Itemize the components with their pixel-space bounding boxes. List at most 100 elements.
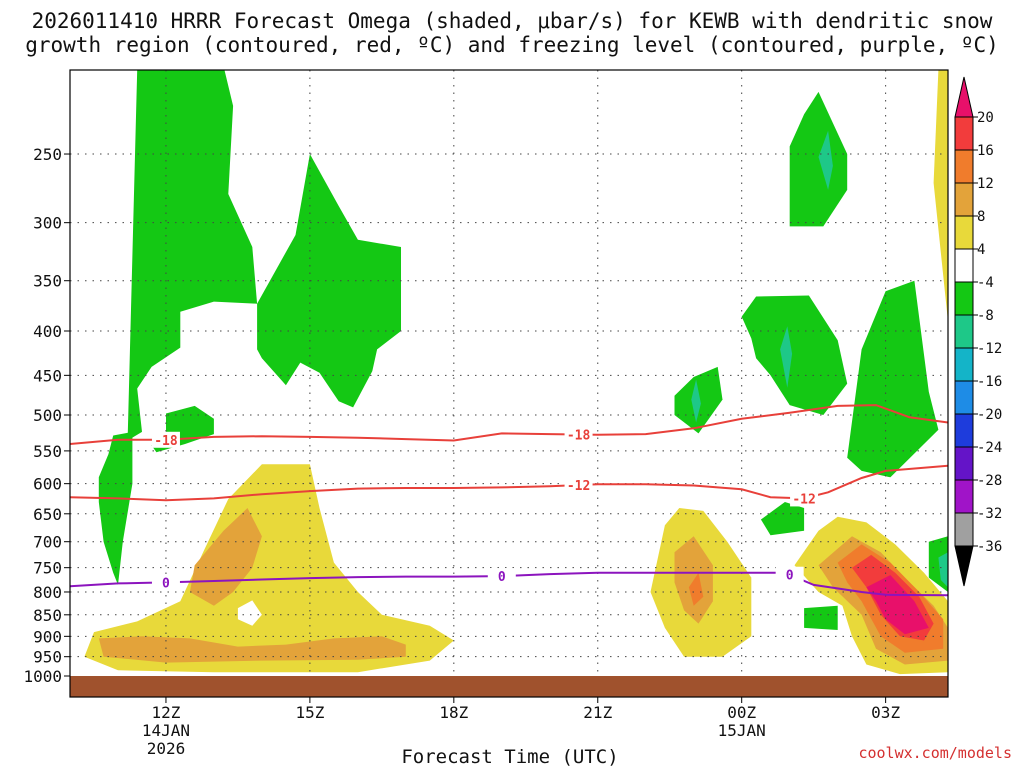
- contour-label--12: -12: [567, 479, 590, 494]
- plot-frame: [69, 69, 949, 698]
- colorbar-bin: [954, 149, 974, 184]
- contour-label-bg: [151, 431, 180, 448]
- colorbar-label: -4: [977, 275, 994, 291]
- colorbar-bin: [954, 380, 974, 415]
- contour-labels: -18 -18 -12 -12 0 0 0: [151, 426, 819, 591]
- colorbar-bin: [954, 413, 974, 448]
- x-tick-label: 12Z: [152, 703, 181, 722]
- y-tick-label: 350: [33, 272, 62, 291]
- colorbar-label: -32: [977, 506, 1002, 522]
- contour-label--12: -12: [792, 492, 815, 507]
- colorbar-label: -16: [977, 374, 1002, 390]
- y-tick-label: 950: [33, 648, 62, 667]
- omega-region-15: [98, 636, 406, 663]
- x-tick-label: 00Z: [727, 703, 756, 722]
- colorbar-bin: [954, 215, 974, 250]
- colorbar-label: -28: [977, 473, 1002, 489]
- omega-region-3: [98, 431, 133, 585]
- contour-label-bg: [775, 566, 804, 583]
- omega-region-12: [84, 464, 454, 673]
- omega-region-27: [237, 600, 262, 626]
- x-axis-title: Forecast Time (UTC): [401, 746, 618, 768]
- credit-text: coolwx.com/models: [858, 744, 1012, 762]
- y-tick-label: 1000: [23, 667, 62, 686]
- omega-region-5: [741, 295, 848, 415]
- y-tick-label: 400: [33, 322, 62, 341]
- omega-region-8: [760, 502, 805, 536]
- ground-surface: [70, 676, 948, 697]
- colorbar-bin: [954, 446, 974, 481]
- colorbar-label: -8: [977, 308, 994, 324]
- y-tick-label: 450: [33, 366, 62, 385]
- colorbar: 20 16 12 8 4 -4 -8 -12 -16 -20 -24 -28 -32 -36: [954, 76, 1002, 587]
- y-tick-label: 500: [33, 406, 62, 425]
- contour-label-bg: [790, 490, 819, 507]
- y-tick-label: 900: [33, 627, 62, 646]
- y-tick-label: 700: [33, 533, 62, 552]
- chart-title-line2: growth region (contoured, red, ºC) and f…: [25, 33, 999, 57]
- omega-region-9: [804, 605, 838, 630]
- colorbar-bin: [954, 347, 974, 382]
- x-tick-year: 2026: [147, 739, 186, 758]
- x-tick-label: 15Z: [295, 703, 324, 722]
- chart-title-line1: 2026011410 HRRR Forecast Omega (shaded, …: [32, 9, 993, 33]
- colorbar-label: -12: [977, 341, 1002, 357]
- contour-label-bg: [151, 574, 180, 591]
- colorbar-label: -24: [977, 440, 1002, 456]
- omega-region-11: [933, 70, 948, 322]
- colorbar-top-arrow: [954, 76, 974, 118]
- contour-label--18: -18: [154, 434, 178, 449]
- omega-region-19: [688, 572, 704, 606]
- omega-region-24: [780, 326, 793, 388]
- colorbar-label: -36: [977, 539, 1002, 555]
- colorbar-label: 16: [977, 143, 994, 159]
- omega-region-17: [674, 536, 713, 624]
- y-tick-label: 250: [33, 145, 62, 164]
- y-axis-pressure: 250 300 350 400 450 500 550 600 650 700 750 800 850 9…: [23, 145, 70, 686]
- omega-region-26: [938, 552, 948, 588]
- y-tick-label: 300: [33, 214, 62, 233]
- contour-label-0: 0: [786, 569, 794, 584]
- x-tick-date: 15JAN: [718, 721, 766, 740]
- colorbar-bin: [954, 512, 974, 547]
- colorbar-label: -20: [977, 407, 1002, 423]
- colorbar-bottom-arrow: [954, 545, 974, 587]
- y-tick-label: 550: [33, 442, 62, 461]
- temperature-contours: [70, 404, 948, 597]
- omega-region-23: [818, 130, 833, 190]
- contour-label-bg: [487, 568, 516, 585]
- contour-label--18: -18: [567, 429, 591, 444]
- contour-line--18: [70, 404, 948, 445]
- omega-region-4: [789, 91, 848, 227]
- x-tick-label: 21Z: [583, 703, 612, 722]
- omega-region-25: [691, 379, 701, 423]
- colorbar-bin: [954, 479, 974, 514]
- colorbar-bin: [954, 314, 974, 349]
- contour-line-0: [70, 571, 948, 597]
- y-tick-label: 650: [33, 505, 62, 524]
- omega-shading: [84, 70, 948, 675]
- omega-region-22: [866, 575, 929, 635]
- y-tick-label: 750: [33, 559, 62, 578]
- omega-region-7: [847, 280, 939, 478]
- y-tick-label: 850: [33, 606, 62, 625]
- colorbar-label: 20: [977, 110, 994, 126]
- colorbar-bin: [954, 248, 974, 283]
- contour-label-0: 0: [162, 576, 170, 591]
- x-tick-date: 14JAN: [142, 721, 190, 740]
- contour-label-bg: [564, 477, 593, 494]
- contour-label-bg: [564, 426, 593, 443]
- colorbar-label: 12: [977, 176, 994, 192]
- omega-region-0: [127, 70, 258, 441]
- y-tick-label: 600: [33, 475, 62, 494]
- colorbar-bin: [954, 281, 974, 316]
- colorbar-bin: [954, 182, 974, 217]
- x-tick-label: 18Z: [439, 703, 468, 722]
- x-tick-label: 03Z: [871, 703, 900, 722]
- contour-line--12: [70, 464, 948, 502]
- colorbar-label: 8: [977, 209, 985, 225]
- colorbar-bin: [954, 116, 974, 151]
- y-tick-label: 800: [33, 583, 62, 602]
